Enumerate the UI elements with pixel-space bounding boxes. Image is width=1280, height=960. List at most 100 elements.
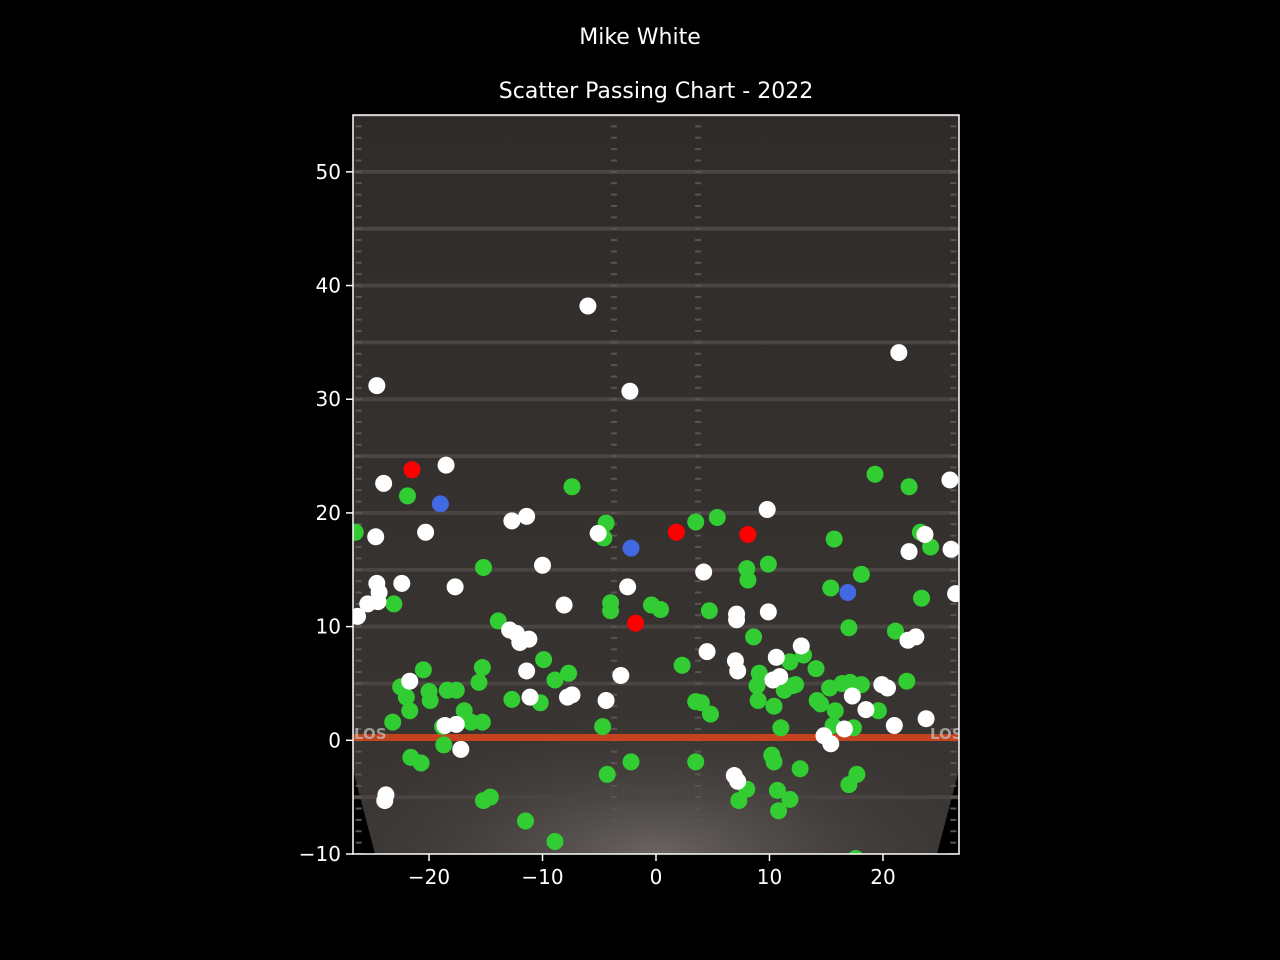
pass-point xyxy=(516,812,534,830)
sideline-mark xyxy=(355,784,362,787)
hash-mark xyxy=(694,341,701,344)
pass-point xyxy=(369,593,387,611)
hash-mark xyxy=(694,136,701,139)
hash-mark xyxy=(611,477,618,480)
pass-point xyxy=(807,660,825,678)
hash-mark xyxy=(611,261,618,264)
hash-mark xyxy=(694,284,701,287)
hash-mark xyxy=(611,830,618,833)
sideline-mark xyxy=(355,830,362,833)
hash-mark xyxy=(694,636,701,639)
pass-point xyxy=(698,643,716,661)
pass-point xyxy=(397,688,415,706)
hash-mark xyxy=(611,250,618,253)
hash-mark xyxy=(611,659,618,662)
pass-point xyxy=(401,672,419,690)
los-label-left: LOS xyxy=(354,725,387,743)
hash-mark xyxy=(694,307,701,310)
hash-mark xyxy=(611,443,618,446)
sideline-mark xyxy=(355,477,362,480)
hash-mark xyxy=(611,625,618,628)
pass-point xyxy=(758,501,776,519)
sideline-mark xyxy=(950,773,957,776)
yard-line xyxy=(353,169,959,174)
hash-mark xyxy=(611,148,618,151)
chart-title: Scatter Passing Chart - 2022 xyxy=(499,79,813,104)
pass-point xyxy=(393,574,411,592)
hash-mark xyxy=(611,489,618,492)
yard-line xyxy=(353,795,959,800)
hash-mark xyxy=(694,318,701,321)
hash-mark xyxy=(611,636,618,639)
sideline-mark xyxy=(355,227,362,230)
pass-point xyxy=(835,720,853,738)
x-tick-label: −20 xyxy=(408,865,450,889)
sideline-mark xyxy=(950,295,957,298)
sideline-mark xyxy=(355,500,362,503)
pass-point xyxy=(518,507,536,525)
y-tick-label: 0 xyxy=(328,728,341,752)
yard-line xyxy=(353,510,959,515)
yard-line xyxy=(353,397,959,402)
hash-mark xyxy=(694,352,701,355)
pass-point xyxy=(885,717,903,735)
hash-mark xyxy=(611,159,618,162)
pass-point xyxy=(749,692,767,710)
pass-point xyxy=(759,555,777,573)
pass-point xyxy=(913,589,931,607)
yard-lines xyxy=(353,115,959,800)
hash-mark xyxy=(611,284,618,287)
x-tick-label: 20 xyxy=(870,865,895,889)
hash-mark xyxy=(611,341,618,344)
x-tick-label: −10 xyxy=(521,865,563,889)
hash-mark xyxy=(694,580,701,583)
pass-point xyxy=(452,740,470,758)
pass-point xyxy=(900,543,918,561)
pass-point xyxy=(667,523,685,541)
pass-point xyxy=(739,571,757,589)
hash-mark xyxy=(611,591,618,594)
pass-point xyxy=(917,710,935,728)
sideline-mark xyxy=(355,625,362,628)
pass-point xyxy=(520,630,538,648)
pass-point xyxy=(594,718,612,736)
sideline-mark xyxy=(950,420,957,423)
hash-mark xyxy=(694,170,701,173)
sideline-mark xyxy=(355,648,362,651)
pass-point xyxy=(947,585,959,603)
sideline-mark xyxy=(950,193,957,196)
hash-mark xyxy=(611,375,618,378)
sideline-mark xyxy=(950,386,957,389)
sideline-mark xyxy=(355,148,362,151)
hash-mark xyxy=(611,182,618,185)
sideline-mark xyxy=(950,500,957,503)
sideline-mark xyxy=(355,716,362,719)
sideline-mark xyxy=(355,659,362,662)
pass-point xyxy=(417,523,435,541)
pass-point xyxy=(852,565,870,583)
hash-mark xyxy=(694,796,701,799)
pass-point xyxy=(852,676,870,694)
sideline-mark xyxy=(950,227,957,230)
sideline-mark xyxy=(355,841,362,844)
sideline-mark xyxy=(355,398,362,401)
hash-mark xyxy=(694,500,701,503)
hash-mark xyxy=(611,204,618,207)
hash-mark xyxy=(611,364,618,367)
pass-point xyxy=(384,713,402,731)
hash-mark xyxy=(694,182,701,185)
pass-point xyxy=(822,735,840,753)
sideline-mark xyxy=(355,636,362,639)
pass-point xyxy=(473,659,491,677)
hash-mark xyxy=(611,318,618,321)
sideline-mark xyxy=(950,762,957,765)
sideline-mark xyxy=(950,807,957,810)
hash-mark xyxy=(694,818,701,821)
sideline-mark xyxy=(355,386,362,389)
sideline-mark xyxy=(950,614,957,617)
hash-mark xyxy=(694,625,701,628)
pass-point xyxy=(792,637,810,655)
hash-mark xyxy=(611,534,618,537)
yard-line xyxy=(353,283,959,288)
sideline-mark xyxy=(355,682,362,685)
